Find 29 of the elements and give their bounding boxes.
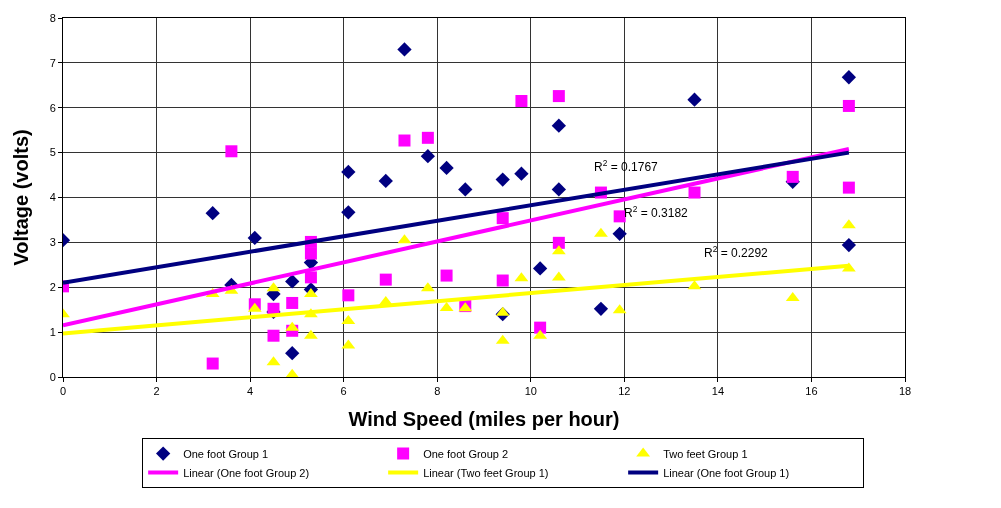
x-tick-label: 0 (59, 385, 67, 398)
legend-label: Linear (One foot Group 1) (663, 466, 790, 479)
legend-label: Linear (Two feet Group 1) (423, 466, 549, 479)
y-tick-label: 5 (49, 146, 56, 159)
y-tick-label: 0 (49, 370, 56, 383)
x-tick-label: 6 (340, 385, 347, 398)
y-axis-title: Voltage (volts) (10, 129, 33, 266)
legend-label: One foot Group 1 (183, 447, 269, 460)
x-tick-label: 18 (898, 385, 912, 398)
x-tick-label: 12 (618, 385, 631, 398)
legend-label: Linear (One foot Group 2) (183, 466, 310, 479)
x-tick-label: 2 (153, 385, 160, 398)
x-tick-label: 4 (247, 385, 254, 398)
legend-label: One foot Group 2 (423, 447, 509, 460)
x-tick-label: 14 (711, 385, 725, 398)
x-tick-label: 16 (805, 385, 818, 398)
legend-label: Two feet Group 1 (663, 447, 748, 460)
annotation: R$^{2}$ = 0.2292 (704, 244, 769, 261)
y-tick-label: 3 (49, 236, 56, 249)
y-tick-label: 8 (49, 11, 56, 24)
y-tick-label: 4 (49, 191, 56, 204)
x-tick-label: 8 (434, 385, 441, 398)
y-tick-label: 7 (49, 56, 56, 69)
y-tick-label: 2 (49, 281, 56, 294)
y-tick-label: 1 (49, 325, 56, 338)
y-tick-label: 6 (49, 101, 56, 114)
annotation: R$^{2}$ = 0.3182 (624, 204, 689, 221)
x-axis-title: Wind Speed (miles per hour) (348, 407, 620, 430)
x-tick-label: 10 (524, 385, 537, 398)
